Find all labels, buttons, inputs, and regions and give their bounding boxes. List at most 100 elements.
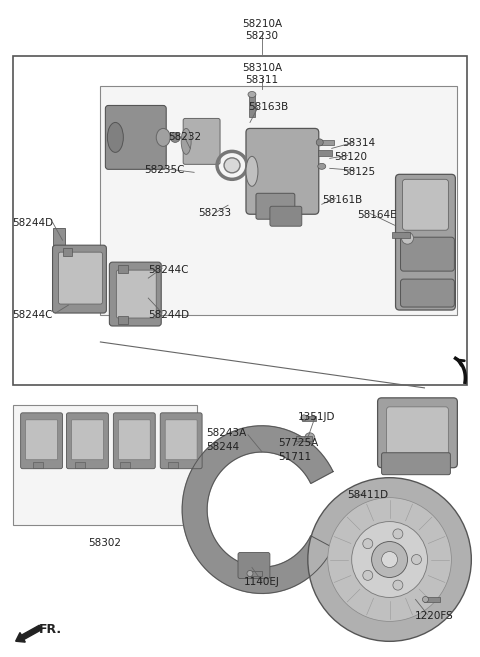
FancyBboxPatch shape bbox=[116, 270, 156, 318]
Bar bbox=[296, 436, 312, 441]
FancyBboxPatch shape bbox=[403, 179, 448, 230]
Circle shape bbox=[393, 580, 403, 590]
Circle shape bbox=[305, 433, 315, 443]
Text: 58411D: 58411D bbox=[348, 489, 389, 500]
FancyBboxPatch shape bbox=[238, 553, 270, 578]
FancyBboxPatch shape bbox=[400, 237, 455, 271]
Ellipse shape bbox=[181, 128, 191, 154]
Text: 1351JD: 1351JD bbox=[298, 412, 336, 422]
Bar bbox=[119, 316, 128, 324]
Ellipse shape bbox=[422, 597, 429, 602]
Text: 58232: 58232 bbox=[168, 133, 201, 143]
FancyBboxPatch shape bbox=[21, 413, 62, 468]
Text: 1220FS: 1220FS bbox=[415, 612, 453, 622]
Text: 58210A: 58210A bbox=[242, 18, 282, 29]
Ellipse shape bbox=[247, 570, 253, 576]
Circle shape bbox=[328, 497, 451, 622]
FancyBboxPatch shape bbox=[41, 422, 52, 430]
Text: 58244D: 58244D bbox=[148, 310, 190, 320]
Text: 58244C: 58244C bbox=[148, 265, 189, 275]
FancyBboxPatch shape bbox=[382, 453, 450, 475]
FancyBboxPatch shape bbox=[246, 128, 319, 214]
FancyBboxPatch shape bbox=[113, 413, 155, 468]
Bar bbox=[120, 462, 130, 468]
Bar bbox=[318, 141, 334, 145]
FancyBboxPatch shape bbox=[86, 422, 98, 430]
Text: 58230: 58230 bbox=[245, 31, 278, 41]
Text: 58164E: 58164E bbox=[358, 210, 397, 220]
Bar bbox=[318, 150, 332, 156]
Ellipse shape bbox=[248, 91, 256, 97]
Ellipse shape bbox=[108, 122, 123, 152]
Text: 58233: 58233 bbox=[198, 208, 231, 218]
FancyBboxPatch shape bbox=[106, 106, 166, 170]
FancyBboxPatch shape bbox=[52, 245, 107, 313]
FancyBboxPatch shape bbox=[165, 420, 197, 460]
Text: 58310A: 58310A bbox=[242, 62, 282, 72]
Ellipse shape bbox=[316, 139, 323, 146]
FancyBboxPatch shape bbox=[270, 206, 302, 226]
Polygon shape bbox=[182, 426, 333, 593]
Circle shape bbox=[352, 522, 428, 597]
Bar bbox=[248, 572, 262, 576]
Ellipse shape bbox=[246, 156, 258, 187]
Text: 58244C: 58244C bbox=[12, 310, 53, 320]
Text: 58120: 58120 bbox=[334, 152, 367, 162]
FancyBboxPatch shape bbox=[67, 413, 108, 468]
FancyBboxPatch shape bbox=[378, 398, 457, 468]
Text: 58314: 58314 bbox=[342, 139, 375, 148]
Text: 58235C: 58235C bbox=[144, 166, 185, 175]
Text: 51711: 51711 bbox=[278, 452, 311, 462]
Bar bbox=[119, 265, 128, 273]
FancyBboxPatch shape bbox=[72, 420, 103, 460]
Circle shape bbox=[393, 529, 403, 539]
Circle shape bbox=[382, 551, 397, 568]
FancyBboxPatch shape bbox=[386, 407, 448, 458]
Text: FR.: FR. bbox=[38, 623, 62, 636]
Text: 58163B: 58163B bbox=[248, 102, 288, 112]
Text: 58125: 58125 bbox=[342, 168, 375, 177]
FancyBboxPatch shape bbox=[256, 193, 295, 219]
Circle shape bbox=[170, 133, 180, 143]
Bar bbox=[12, 56, 468, 385]
Circle shape bbox=[402, 232, 413, 244]
Bar bbox=[424, 597, 441, 602]
FancyBboxPatch shape bbox=[183, 118, 220, 164]
FancyBboxPatch shape bbox=[396, 174, 456, 310]
FancyArrow shape bbox=[16, 625, 42, 642]
Text: 58244D: 58244D bbox=[12, 218, 54, 228]
FancyBboxPatch shape bbox=[59, 252, 102, 304]
Ellipse shape bbox=[156, 128, 170, 147]
FancyBboxPatch shape bbox=[109, 262, 161, 326]
Circle shape bbox=[363, 570, 373, 580]
Circle shape bbox=[363, 539, 373, 549]
FancyBboxPatch shape bbox=[178, 422, 190, 430]
FancyBboxPatch shape bbox=[160, 413, 202, 468]
Text: 1140EJ: 1140EJ bbox=[244, 578, 280, 587]
FancyBboxPatch shape bbox=[400, 279, 455, 307]
Text: 58302: 58302 bbox=[88, 537, 121, 547]
Ellipse shape bbox=[301, 415, 307, 420]
FancyBboxPatch shape bbox=[25, 420, 58, 460]
Bar bbox=[62, 248, 72, 256]
Bar bbox=[168, 462, 178, 468]
Bar bbox=[12, 405, 197, 524]
Ellipse shape bbox=[224, 158, 240, 173]
Text: 57725A: 57725A bbox=[278, 438, 318, 448]
Bar bbox=[249, 95, 255, 118]
Circle shape bbox=[411, 555, 421, 564]
Bar bbox=[100, 85, 457, 315]
FancyBboxPatch shape bbox=[119, 420, 150, 460]
Bar bbox=[392, 232, 409, 238]
Text: 58311: 58311 bbox=[245, 74, 278, 85]
Bar bbox=[33, 462, 43, 468]
Circle shape bbox=[308, 478, 471, 641]
Bar bbox=[75, 462, 85, 468]
Bar bbox=[52, 228, 64, 246]
Text: 58244: 58244 bbox=[206, 442, 239, 452]
Text: 58161B: 58161B bbox=[322, 195, 362, 205]
Text: 58243A: 58243A bbox=[206, 428, 246, 438]
Circle shape bbox=[372, 541, 408, 578]
Bar bbox=[302, 416, 316, 420]
Ellipse shape bbox=[318, 164, 326, 170]
